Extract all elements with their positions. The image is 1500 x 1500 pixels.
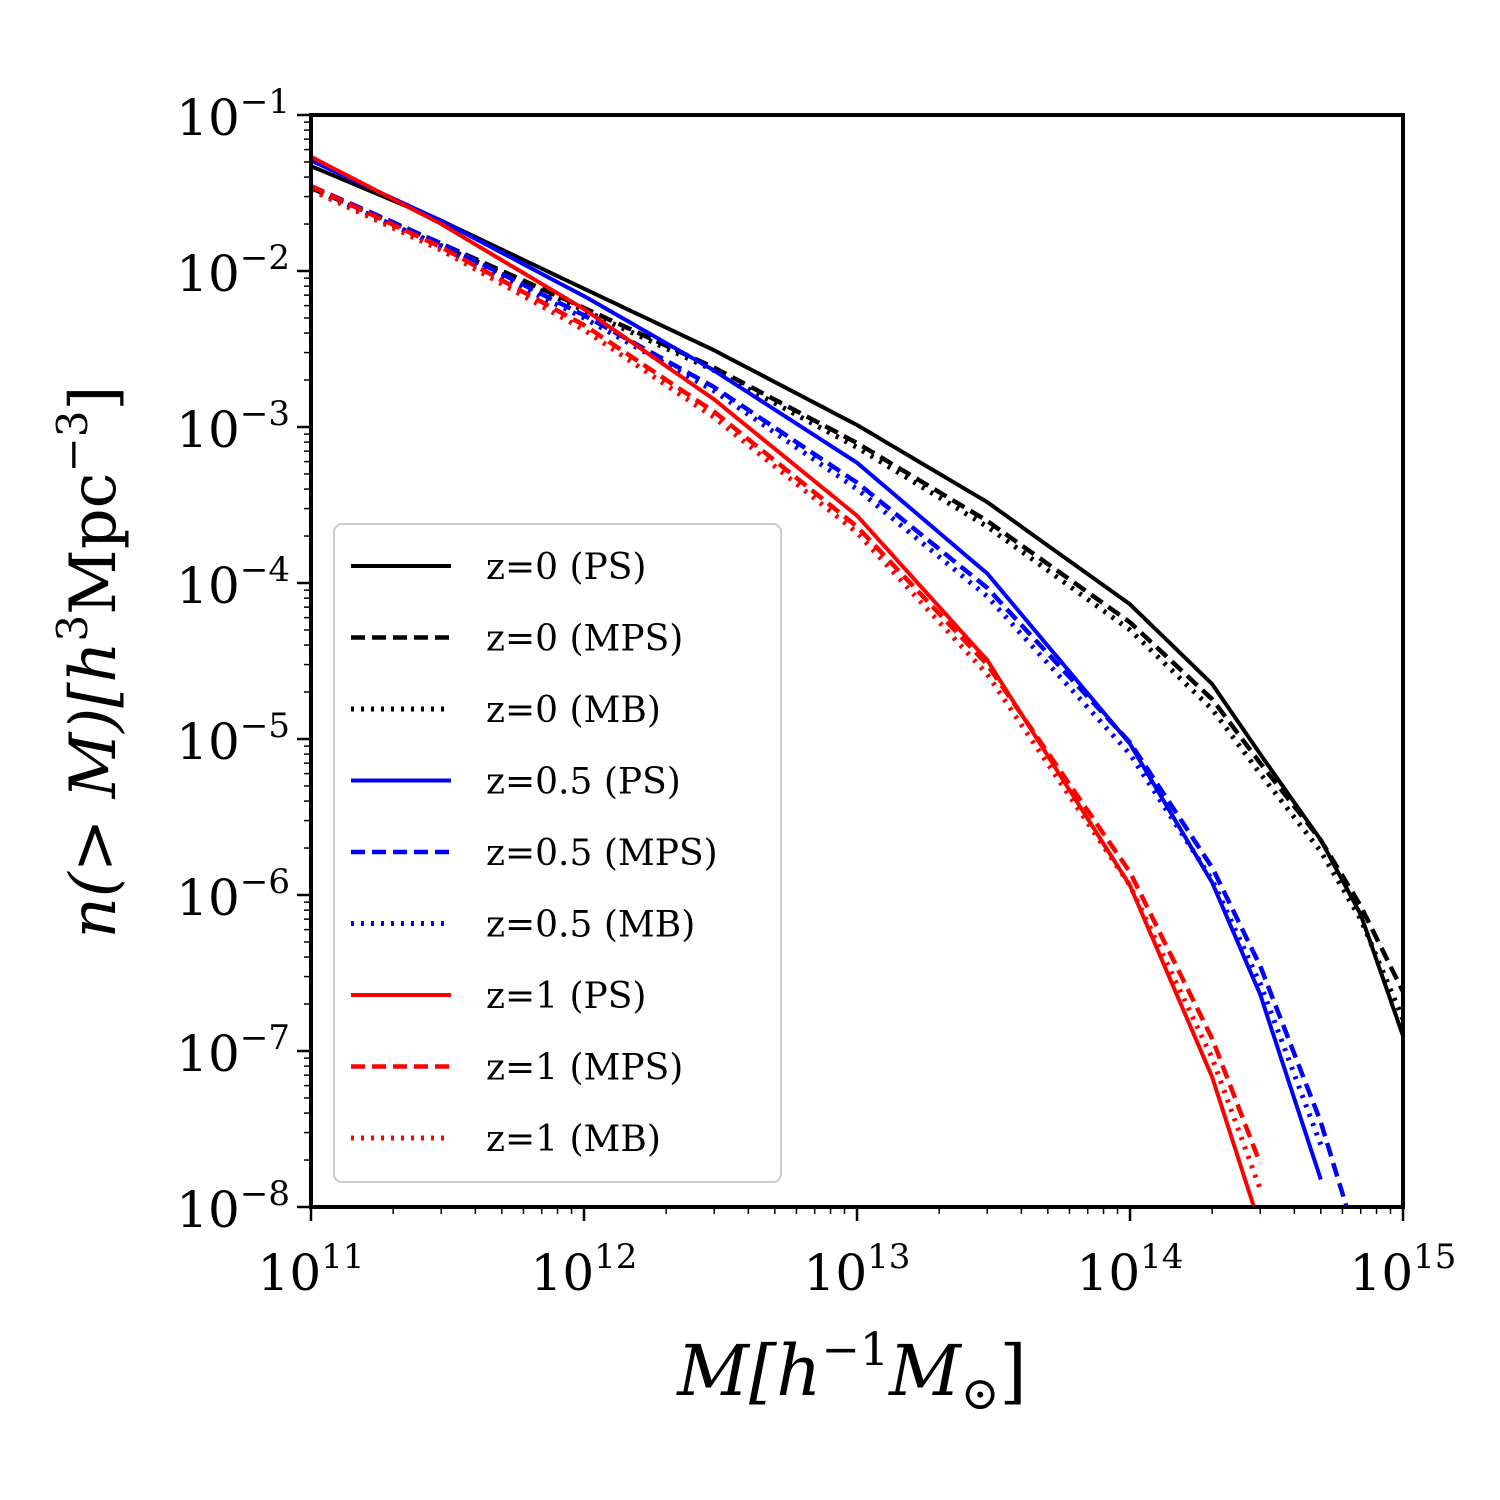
legend: z=0 (PS) z=0 (MPS) z=0 (MB) z=0.5 (PS) z=0.5… [333,523,782,1183]
y-axis-label-close: ] [57,386,131,411]
y-tick-labels: 10−110−210−310−410−510−610−710−8 [176,82,290,1239]
series-line-8 [311,187,1263,1191]
x-tick-label: 1014 [1077,1237,1184,1302]
series-line-5 [311,185,1324,1146]
series-line-0 [311,164,1403,1037]
y-tick-label: 10−4 [176,550,290,615]
legend-label-3: z=0.5 (PS) [486,762,681,803]
legend-label-7: z=1 (MPS) [486,1048,683,1089]
x-tick-label-exp: 14 [1140,1237,1183,1277]
y-tick-label-exp: −7 [240,1018,290,1058]
y-tick-label-base: 10 [176,401,240,459]
y-tick-label-exp: −3 [240,394,290,434]
x-tick-label: 1013 [804,1237,911,1302]
series-line-3 [311,158,1323,1181]
x-tick-label-base: 10 [1350,1244,1414,1302]
y-tick-label-exp: −2 [240,238,290,278]
y-tick-label-exp: −6 [240,862,290,902]
y-tick-label: 10−8 [176,1174,290,1239]
y-axis-label-sup1: 3 [48,615,97,642]
y-tick-label-base: 10 [176,89,240,147]
y-tick-label-base: 10 [176,713,240,771]
x-axis-label-sub: ⊙ [961,1366,1000,1420]
x-tick-label: 1015 [1350,1237,1457,1302]
legend-label-5: z=0.5 (MB) [486,905,695,946]
y-tick-label: 10−6 [176,862,290,927]
y-tick-label-base: 10 [176,1025,240,1083]
legend-label-0: z=0 (PS) [486,547,646,588]
x-tick-label-exp: 12 [594,1237,637,1277]
series-layer [311,154,1403,1207]
x-tick-label-exp: 11 [321,1237,364,1277]
series-line-4 [311,184,1349,1207]
y-axis-label-main: n(> M)[h [57,642,131,939]
y-tick-label: 10−3 [176,394,290,459]
y-tick-label: 10−7 [176,1018,290,1083]
legend-label-8: z=1 (MB) [486,1119,661,1160]
legend-box [333,523,782,1183]
legend-label-1: z=0 (MPS) [486,619,683,660]
y-tick-label-base: 10 [176,869,240,927]
y-tick-label-exp: −1 [240,82,290,122]
series-line-6 [311,154,1257,1207]
x-tick-label-exp: 15 [1413,1237,1456,1277]
x-tick-label-base: 10 [1077,1244,1141,1302]
x-tick-label: 1011 [258,1237,365,1302]
x-axis-label-sup: −1 [821,1322,889,1376]
y-axis-label-mid: Mpc [57,472,131,614]
x-tick-labels: 1011 1012 1013 1014 1015 [258,1237,1457,1302]
x-axis-label-main: M[h [675,1330,821,1412]
x-tick-label-base: 10 [258,1244,322,1302]
x-axis-label-sym: M [887,1330,963,1412]
x-tick-label: 1012 [531,1237,638,1302]
legend-items: z=0 (PS) z=0 (MPS) z=0 (MB) z=0.5 (PS) z=0.5… [351,547,718,1160]
x-tick-label-base: 10 [804,1244,868,1302]
x-tick-label-exp: 13 [867,1237,910,1277]
series-line-7 [311,184,1263,1165]
series-line-2 [311,187,1403,1021]
series-line-1 [311,186,1403,993]
legend-label-6: z=1 (PS) [486,976,646,1017]
y-axis-label: n(> M)[h3Mpc−3] [48,386,131,939]
y-tick-label-base: 10 [176,1181,240,1239]
y-axis-label-sup2: −3 [48,411,97,473]
x-tick-label-base: 10 [531,1244,595,1302]
y-tick-label: 10−2 [176,238,290,303]
y-tick-label-exp: −5 [240,706,290,746]
y-tick-label-exp: −4 [240,550,290,590]
legend-label-4: z=0.5 (MPS) [486,833,718,874]
x-axis-label-close: ] [999,1330,1026,1412]
y-tick-label: 10−5 [176,706,290,771]
legend-label-2: z=0 (MB) [486,690,661,731]
y-tick-label-base: 10 [176,245,240,303]
plot-frame [309,113,1405,1209]
y-tick-label: 10−1 [176,82,290,147]
major-ticks [297,113,1405,1221]
x-axis-label: M[h−1M⊙] [675,1322,1026,1420]
y-tick-label-exp: −8 [240,1174,290,1214]
y-tick-label-base: 10 [176,557,240,615]
